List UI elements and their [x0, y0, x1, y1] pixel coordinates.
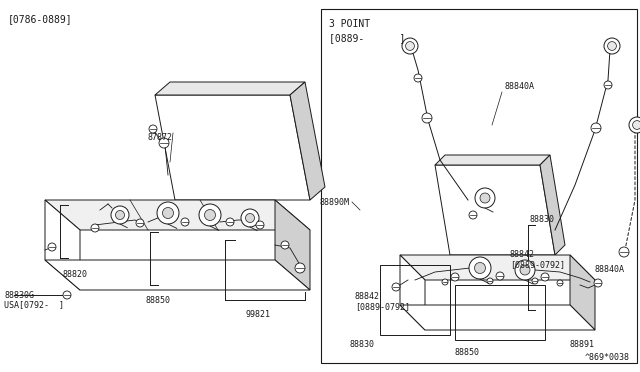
Circle shape — [48, 243, 56, 251]
Text: 88850: 88850 — [455, 348, 480, 357]
Text: [0786-0889]: [0786-0889] — [8, 14, 72, 24]
Circle shape — [392, 283, 400, 291]
Polygon shape — [155, 95, 310, 200]
Circle shape — [246, 214, 255, 222]
Circle shape — [63, 291, 71, 299]
Bar — [321, 9, 637, 363]
Circle shape — [111, 206, 129, 224]
Circle shape — [414, 74, 422, 82]
Text: [0889-0792]: [0889-0792] — [510, 260, 565, 269]
Text: 88840A: 88840A — [505, 82, 535, 91]
Text: [0889-      ]: [0889- ] — [329, 33, 406, 43]
Text: 88820: 88820 — [62, 270, 87, 279]
Circle shape — [199, 204, 221, 226]
Circle shape — [487, 278, 493, 284]
Polygon shape — [435, 165, 555, 255]
Circle shape — [591, 123, 601, 133]
Text: 88890M: 88890M — [320, 198, 350, 207]
Circle shape — [515, 260, 535, 280]
Circle shape — [406, 42, 415, 50]
Polygon shape — [45, 260, 310, 290]
Circle shape — [205, 209, 216, 221]
Circle shape — [163, 208, 173, 218]
Text: USA[0792-  ]: USA[0792- ] — [4, 300, 64, 309]
Text: 87872: 87872 — [148, 133, 173, 142]
Polygon shape — [275, 200, 310, 290]
Text: ^869*0038: ^869*0038 — [585, 353, 630, 362]
Polygon shape — [540, 155, 565, 255]
Polygon shape — [155, 82, 305, 95]
Circle shape — [594, 279, 602, 287]
Circle shape — [451, 273, 459, 281]
Polygon shape — [570, 255, 595, 330]
Circle shape — [149, 125, 157, 133]
Circle shape — [157, 202, 179, 224]
Polygon shape — [435, 155, 550, 165]
Circle shape — [181, 218, 189, 226]
Circle shape — [474, 263, 486, 273]
Circle shape — [281, 241, 289, 249]
Circle shape — [619, 247, 629, 257]
Circle shape — [91, 224, 99, 232]
Text: 88830G: 88830G — [4, 291, 34, 300]
Circle shape — [632, 121, 640, 129]
Circle shape — [159, 138, 169, 148]
Circle shape — [480, 193, 490, 203]
Circle shape — [557, 280, 563, 286]
Circle shape — [532, 278, 538, 284]
Text: 99821: 99821 — [245, 310, 270, 319]
Circle shape — [422, 113, 432, 123]
Polygon shape — [400, 305, 595, 330]
Polygon shape — [290, 82, 325, 200]
Polygon shape — [45, 200, 80, 290]
Circle shape — [442, 279, 448, 285]
Text: 88840A: 88840A — [595, 265, 625, 274]
Circle shape — [607, 42, 616, 50]
Polygon shape — [45, 200, 310, 230]
Circle shape — [469, 211, 477, 219]
Text: 88850: 88850 — [145, 296, 170, 305]
Circle shape — [402, 38, 418, 54]
Circle shape — [604, 81, 612, 89]
Circle shape — [475, 188, 495, 208]
Circle shape — [256, 221, 264, 229]
Circle shape — [136, 219, 144, 227]
Text: 88842: 88842 — [355, 292, 380, 301]
Circle shape — [226, 218, 234, 226]
Circle shape — [496, 272, 504, 280]
Text: 88830: 88830 — [530, 215, 555, 224]
Circle shape — [469, 257, 491, 279]
Circle shape — [520, 265, 530, 275]
Text: 88830: 88830 — [350, 340, 375, 349]
Circle shape — [241, 209, 259, 227]
Circle shape — [115, 211, 125, 219]
Polygon shape — [400, 255, 425, 330]
Polygon shape — [400, 255, 595, 280]
Circle shape — [295, 263, 305, 273]
Text: [0889-0792]: [0889-0792] — [355, 302, 410, 311]
Circle shape — [541, 273, 549, 281]
Text: 3 POINT: 3 POINT — [329, 19, 371, 29]
Text: 88842: 88842 — [510, 250, 535, 259]
Text: 88891: 88891 — [570, 340, 595, 349]
Circle shape — [629, 117, 640, 133]
Circle shape — [604, 38, 620, 54]
